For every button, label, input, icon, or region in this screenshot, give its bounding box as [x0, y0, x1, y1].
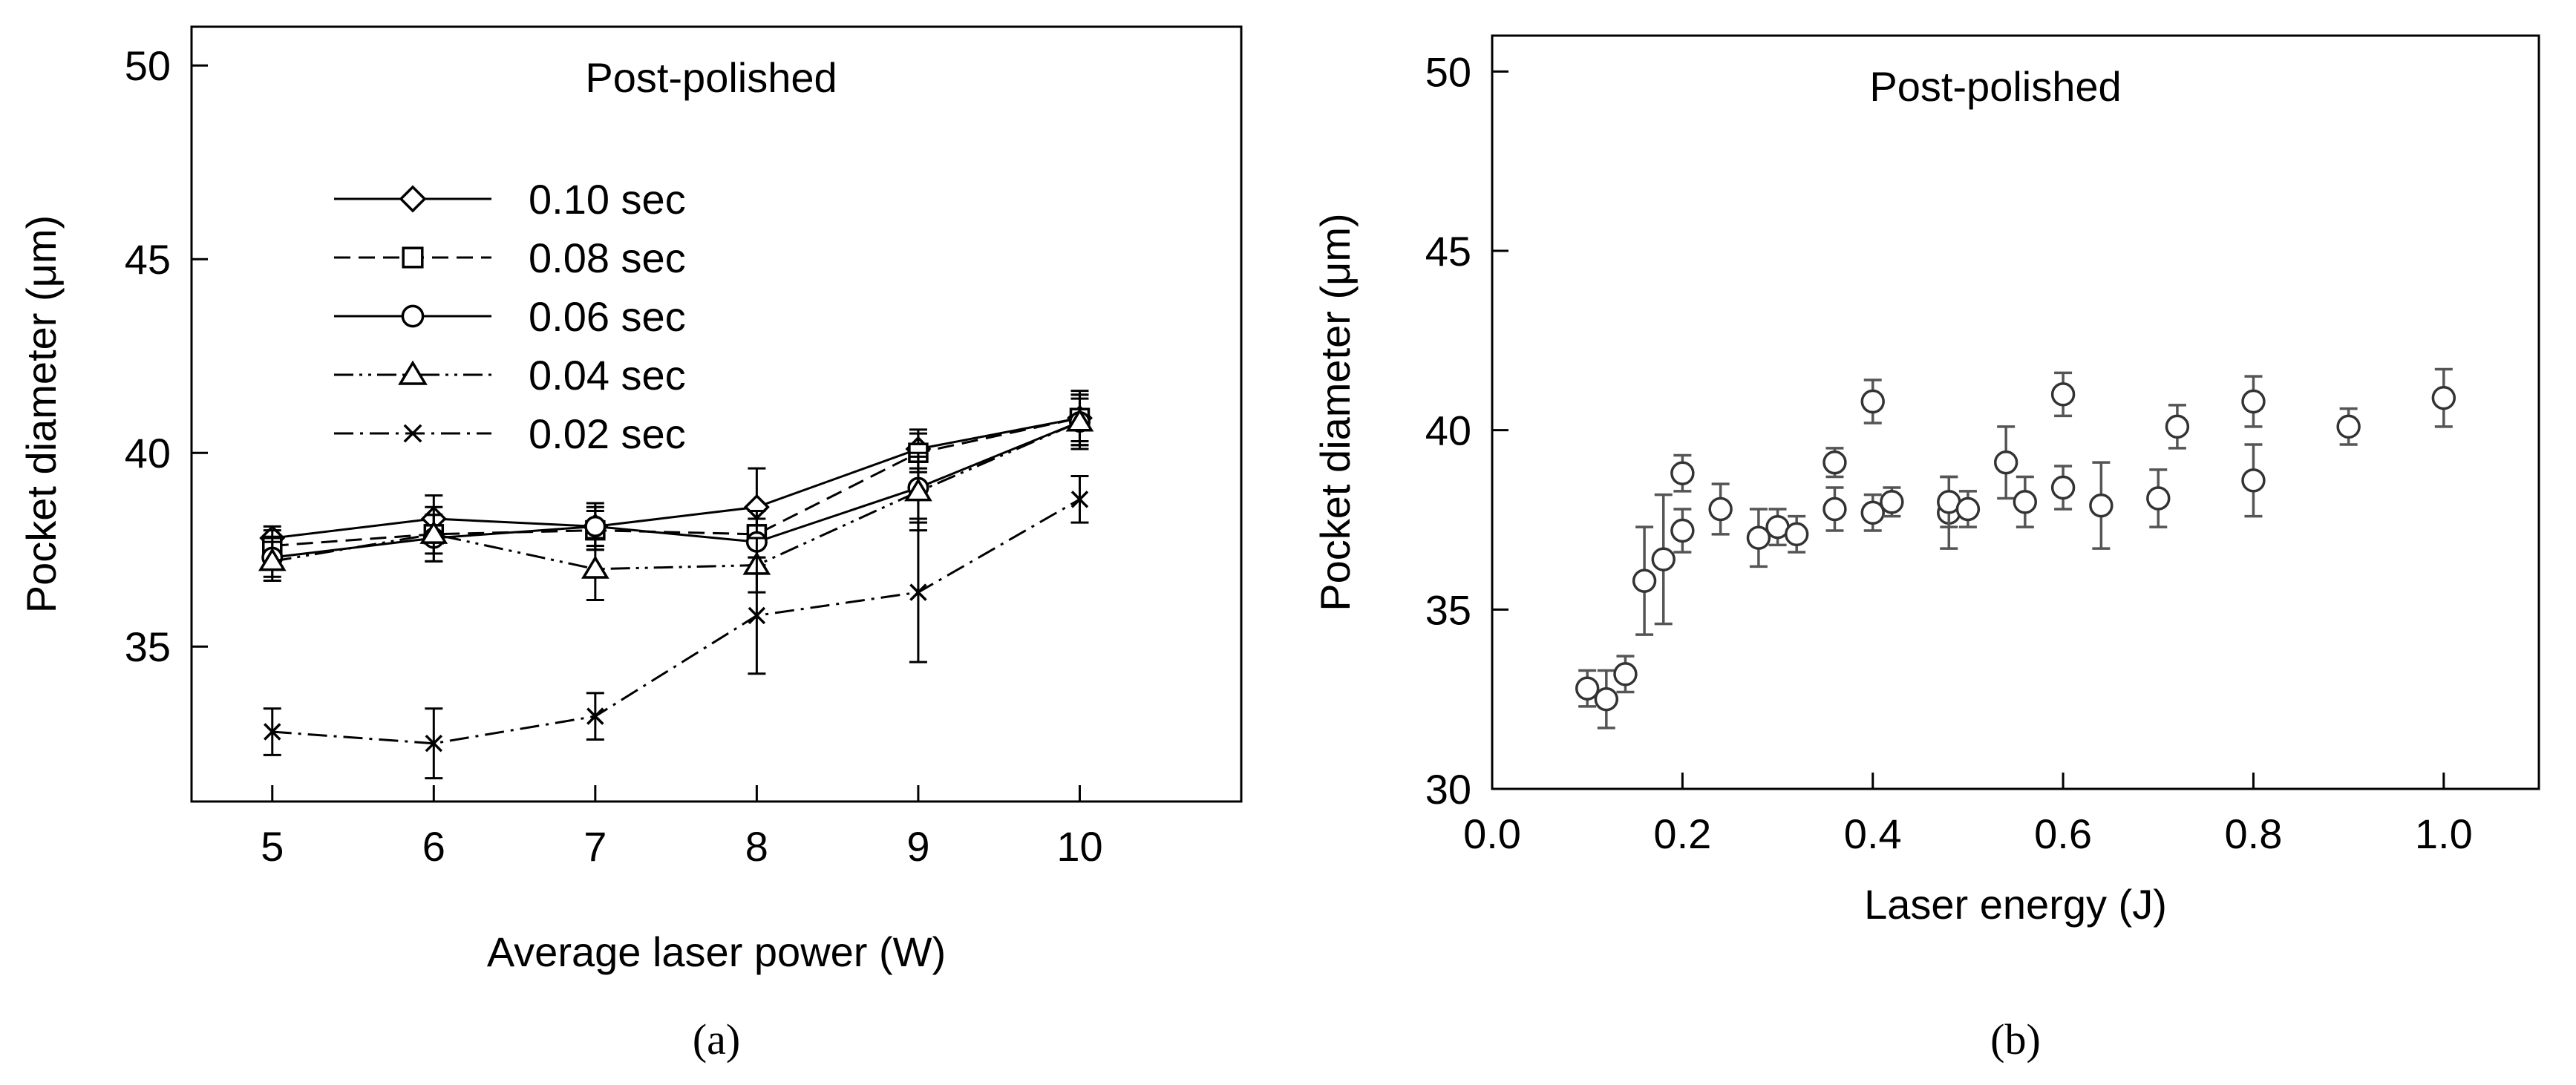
y-axis-label: Pocket diameter (μm) — [1312, 213, 1359, 611]
data-point — [2431, 385, 2456, 410]
data-point — [1993, 450, 2018, 475]
data-point — [586, 707, 604, 725]
scatter-points — [1575, 367, 2456, 730]
data-point — [2241, 468, 2266, 493]
data-point — [1594, 686, 1619, 712]
data-point — [1575, 676, 1600, 701]
data-point — [264, 723, 281, 741]
data-point — [2050, 475, 2076, 500]
data-point — [748, 606, 766, 625]
x-tick-label: 0.2 — [1653, 810, 1711, 857]
data-point — [1823, 450, 1847, 475]
data-point — [2241, 389, 2266, 414]
y-axis-label: Pocket diameter (μm) — [18, 215, 65, 613]
data-point — [2165, 414, 2190, 439]
plot-frame — [190, 25, 1243, 803]
data-point — [2336, 414, 2361, 439]
data-point — [1632, 568, 1657, 593]
series-0-02-sec — [263, 475, 1089, 780]
legend-marker — [399, 185, 427, 213]
chart-title: Post-polished — [1869, 63, 2121, 110]
x-axis-label: Average laser power (W) — [487, 928, 946, 975]
data-point — [1670, 518, 1695, 543]
x-tick-label: 10 — [1056, 823, 1102, 870]
y-tick-label: 35 — [125, 623, 171, 670]
x-tick-label: 1.0 — [2415, 810, 2473, 857]
data-point — [1746, 525, 1771, 550]
chart-title: Post-polished — [585, 54, 837, 101]
y-tick-label: 50 — [125, 42, 171, 89]
data-point — [2089, 493, 2114, 518]
legend: 0.10 sec 0.08 sec 0.06 sec 0.04 sec 0.02 sec — [334, 176, 686, 457]
series-line — [272, 421, 1081, 571]
panel-label: (b) — [1990, 1015, 2041, 1063]
data-point — [258, 547, 287, 571]
data-point — [1955, 496, 1981, 522]
legend-marker — [403, 424, 422, 443]
data-point — [1860, 500, 1885, 525]
legend-label: 0.04 sec — [529, 352, 686, 399]
data-point — [1070, 491, 1089, 508]
data-point — [1065, 408, 1094, 432]
data-point — [1860, 389, 1885, 414]
legend-marker — [402, 246, 424, 269]
x-axis-label: Laser energy (J) — [1864, 881, 2167, 928]
y-tick-label: 45 — [125, 236, 171, 283]
x-tick-label: 0.8 — [2225, 810, 2283, 857]
x-tick-label: 8 — [745, 823, 768, 870]
data-point — [1651, 547, 1676, 571]
legend-label: 0.06 sec — [529, 293, 686, 340]
chart-b: 0.0 0.2 0.4 0.6 0.8 1.0 30 35 40 45 50 Laser energy… — [1312, 34, 2540, 1063]
data-point — [1823, 496, 1847, 522]
x-tick-label: 6 — [422, 823, 445, 870]
data-point — [1784, 522, 1809, 547]
panel-label: (a) — [693, 1015, 740, 1063]
data-point — [2146, 486, 2171, 511]
legend-label: 0.02 sec — [529, 410, 686, 457]
legend-label: 0.10 sec — [529, 176, 686, 223]
data-point — [2013, 490, 2038, 514]
x-tick-label: 0.6 — [2034, 810, 2092, 857]
y-tick-label: 30 — [1425, 766, 1471, 813]
x-tick-label: 9 — [906, 823, 929, 870]
legend-marker — [398, 360, 428, 385]
data-point — [581, 555, 609, 579]
data-point — [1708, 496, 1733, 522]
data-point — [1613, 662, 1638, 686]
series-line — [272, 416, 1080, 547]
data-point — [1880, 490, 1904, 514]
x-tick-label: 0.0 — [1463, 810, 1521, 857]
data-point — [425, 734, 443, 753]
data-point — [419, 520, 448, 544]
data-point — [904, 477, 932, 502]
legend-label: 0.08 sec — [529, 235, 686, 281]
y-tick-label: 40 — [1425, 407, 1471, 454]
y-tick-label: 35 — [1425, 586, 1471, 633]
y-tick-label: 45 — [1425, 228, 1471, 275]
x-tick-label: 5 — [261, 823, 284, 870]
legend-marker — [401, 304, 425, 328]
series-line — [272, 416, 1080, 540]
series-line — [272, 498, 1081, 745]
x-tick-label: 0.4 — [1844, 810, 1902, 857]
chart-a: 5 6 7 8 9 10 35 40 45 50 Average laser power (W) Po… — [18, 25, 1243, 1063]
y-tick-label: 40 — [125, 430, 171, 476]
data-point — [2050, 382, 2076, 407]
y-tick-label: 50 — [1425, 48, 1471, 95]
data-point — [1670, 461, 1695, 485]
data-point — [909, 583, 927, 601]
plot-frame — [1491, 34, 2540, 790]
x-tick-label: 7 — [583, 823, 607, 870]
data-point — [584, 515, 607, 537]
series-line — [272, 421, 1081, 559]
